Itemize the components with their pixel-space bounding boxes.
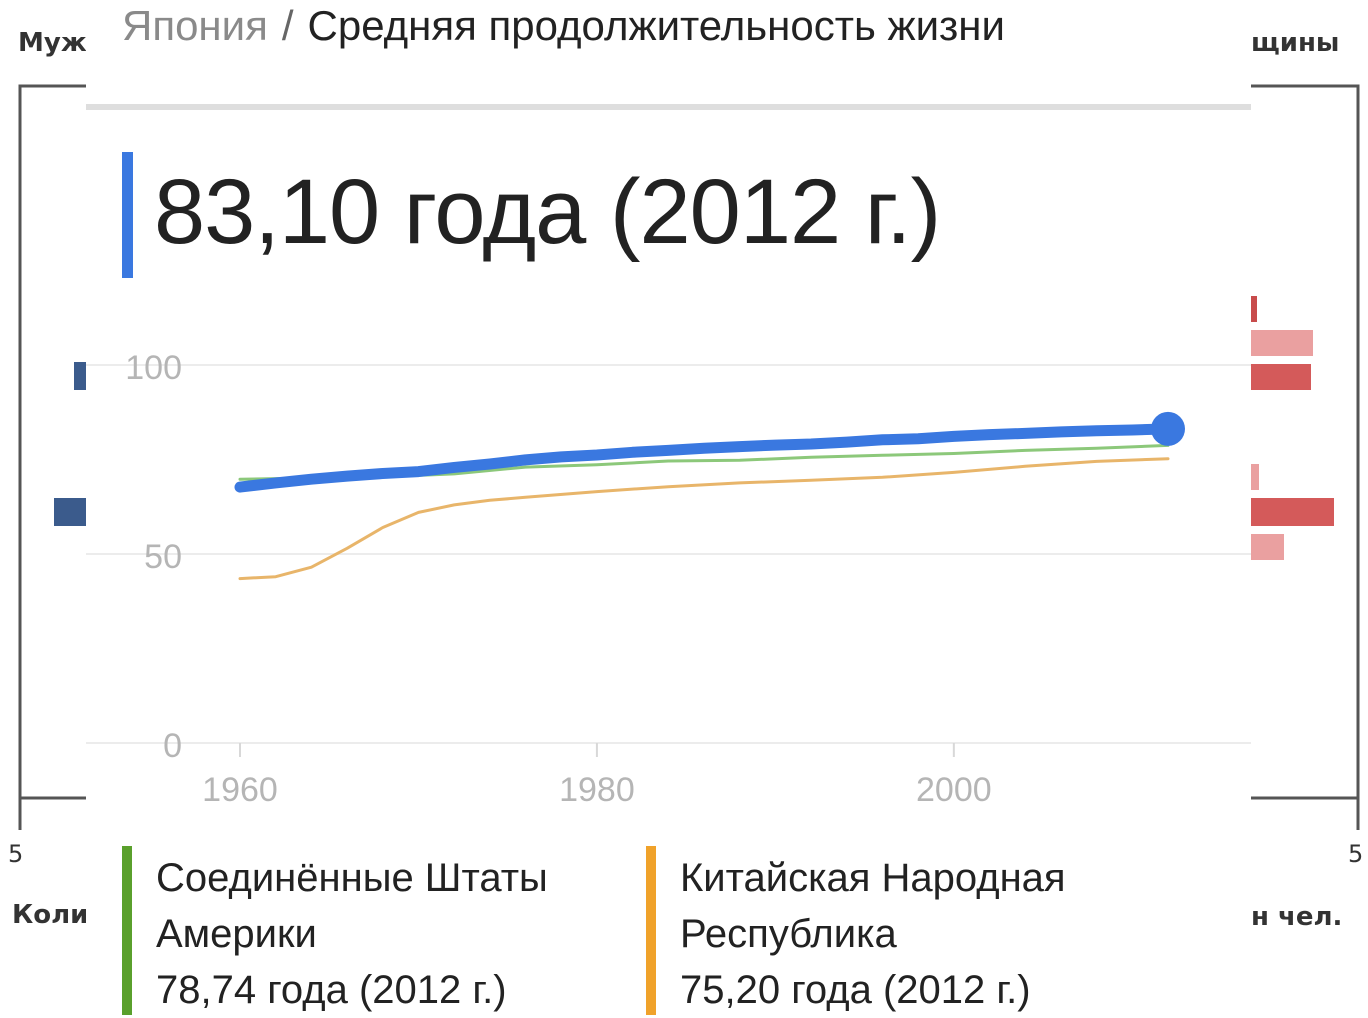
headline-accent-bar xyxy=(122,152,133,278)
legend-country-value: 78,74 года (2012 г.) xyxy=(156,968,507,1012)
legend-color-bar xyxy=(646,846,656,1015)
bg-label-unit: н чел. xyxy=(1251,902,1343,932)
bg-label-female: щины xyxy=(1251,28,1340,58)
bg-label-count: Коли xyxy=(12,900,89,930)
female-bar xyxy=(1251,364,1311,390)
x-tick-label: 1960 xyxy=(202,771,278,809)
female-bar xyxy=(1251,330,1313,356)
legend-country-name: Китайская Народная Республика xyxy=(680,856,1066,956)
series-line-japan xyxy=(234,423,1174,493)
left-frame-line xyxy=(18,84,86,800)
legend-item-china[interactable]: Китайская Народная Республика 75,20 года… xyxy=(646,846,1206,1015)
female-bar xyxy=(1251,498,1334,526)
y-tick-label: 100 xyxy=(125,349,182,387)
life-expectancy-card: Япония / Средняя продолжительность жизни 8… xyxy=(86,0,1251,1015)
life-expectancy-line-chart: 0 50 100 1960 1980 2000 xyxy=(86,349,1251,809)
current-value-marker[interactable] xyxy=(1151,411,1185,446)
breadcrumb: Япония / Средняя продолжительность жизни xyxy=(122,2,1005,52)
bg-label-male: Муж xyxy=(18,28,87,58)
male-bar xyxy=(54,498,86,526)
x-tick-label: 1980 xyxy=(559,771,635,809)
breadcrumb-metric: Средняя продолжительность жизни xyxy=(307,2,1005,49)
female-bar xyxy=(1251,464,1259,490)
bg-tick-left: 5 xyxy=(8,840,24,868)
header-divider xyxy=(86,104,1251,110)
legend-country-value: 75,20 года (2012 г.) xyxy=(680,968,1031,1012)
legend-country-name: Соединённые Штаты Америки xyxy=(156,856,548,956)
y-tick-label: 0 xyxy=(163,727,182,765)
legend-item-usa[interactable]: Соединённые Штаты Америки 78,74 года (20… xyxy=(122,846,622,1015)
legend-color-bar xyxy=(122,846,132,1015)
right-frame-line xyxy=(1251,84,1360,800)
headline-value: 83,10 года (2012 г.) xyxy=(154,161,941,263)
female-bar xyxy=(1251,534,1284,560)
series-line-china xyxy=(238,457,1170,581)
x-tick-label: 2000 xyxy=(916,771,992,809)
female-bar xyxy=(1251,296,1257,322)
y-tick-label: 50 xyxy=(144,538,182,576)
bg-tick-right: 5 xyxy=(1348,840,1364,868)
male-bar xyxy=(74,362,86,390)
breadcrumb-country[interactable]: Япония xyxy=(122,2,268,49)
breadcrumb-separator: / xyxy=(281,2,294,49)
